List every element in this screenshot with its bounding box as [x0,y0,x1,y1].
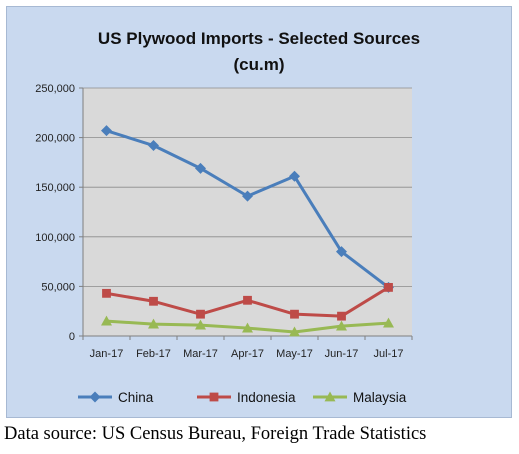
chart-subtitle-line: (cu.m) [234,55,285,74]
x-tick-label: Apr-17 [231,348,264,360]
data-point-triangle [289,326,300,337]
legend-label: Malaysia [353,390,407,405]
legend-item-indonesia: Indonesia [197,390,296,405]
series-malaysia [101,315,394,337]
data-point-square [290,309,299,319]
legend: China Indonesia Malaysia [78,390,407,405]
legend-item-malaysia: Malaysia [313,390,407,405]
data-point-square [337,311,346,321]
legend-item-china: China [78,390,154,405]
legend-label: Indonesia [237,390,296,405]
data-point-triangle [242,322,253,333]
y-tick-label: 150,000 [35,182,75,194]
x-tick-label: Jun-17 [325,348,359,360]
data-point-diamond [336,246,347,258]
x-tick-label: Feb-17 [136,348,171,360]
data-point-triangle [195,319,206,330]
data-point-triangle [383,317,394,328]
x-tick-label: Jul-17 [374,348,404,360]
x-tick-label: Mar-17 [183,348,218,360]
data-point-square [384,282,393,292]
data-point-diamond [289,170,300,182]
data-point-square [149,296,158,306]
line-chart: US Plywood Imports - Selected Sources (cu… [35,29,420,405]
series-layer [101,125,394,337]
plot-area [83,88,412,336]
x-tick-label: Jan-17 [90,348,124,360]
y-tick-label: 200,000 [35,133,75,145]
legend-label: China [118,390,154,405]
data-point-square [243,295,252,305]
data-point-diamond [242,190,253,202]
gridlines [83,87,412,337]
data-point-diamond [89,391,101,403]
data-point-triangle [336,320,347,331]
chart-title-line: US Plywood Imports - Selected Sources [98,29,420,48]
data-point-triangle [324,391,336,402]
data-point-triangle [101,315,112,326]
x-tick-label: May-17 [276,348,313,360]
y-tick-label: 250,000 [35,83,75,95]
y-tick-label: 100,000 [35,232,75,244]
x-axis: Jan-17 Feb-17 Mar-17 Apr-17 May-17 Jun-17 Jul-… [82,335,413,360]
data-point-square [209,392,219,402]
data-point-diamond [195,162,206,174]
data-point-diamond [148,140,159,152]
data-source-caption: Data source: US Census Bureau, Foreign T… [4,424,427,444]
series-indonesia [102,282,393,321]
data-point-square [102,288,111,298]
data-point-triangle [148,318,159,329]
chart-title: US Plywood Imports - Selected Sources (cu… [98,29,420,74]
y-tick-label: 50,000 [41,281,75,293]
y-axis: 0 50,000 100,000 150,000 200,000 250,000 [35,83,84,343]
data-point-diamond [101,125,112,137]
y-tick-label: 0 [69,331,75,343]
data-point-square [196,309,205,319]
